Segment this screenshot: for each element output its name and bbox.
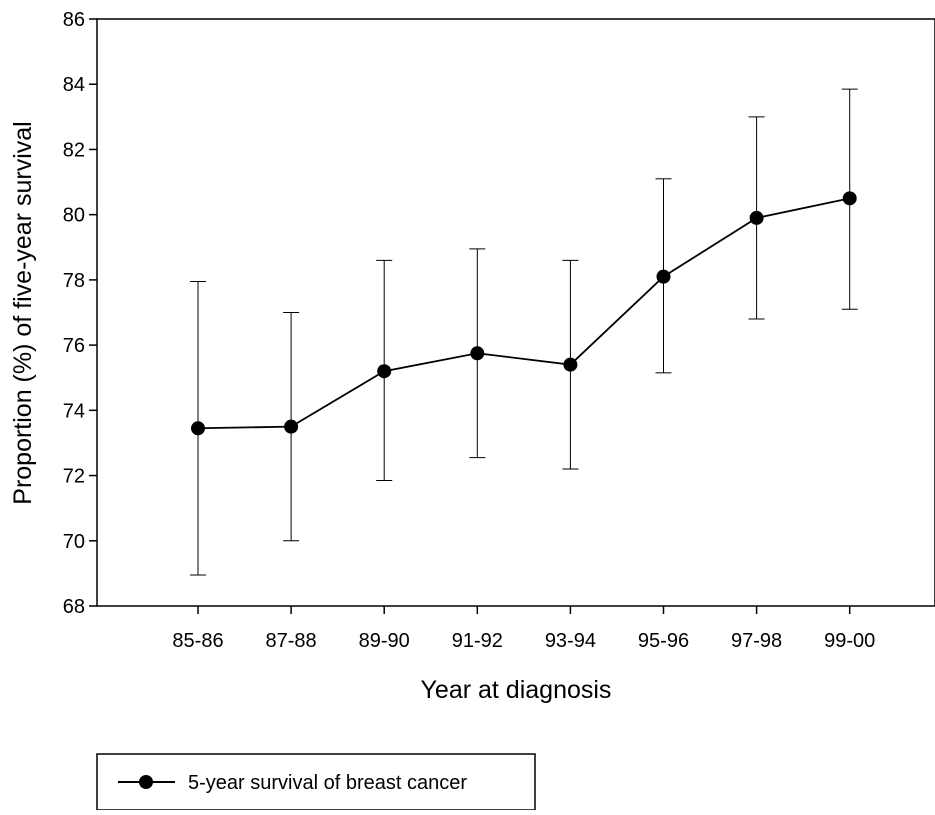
plot-area <box>96 18 935 607</box>
x-tick-label: 95-96 <box>638 630 689 652</box>
x-tick-label: 85-86 <box>172 630 223 652</box>
y-tick-label: 78 <box>63 270 85 292</box>
series-lines <box>197 197 850 430</box>
data-point <box>656 269 671 284</box>
legend-marker <box>139 775 153 789</box>
x-tick-label: 91-92 <box>452 630 503 652</box>
y-axis-title: Proportion (%) of five-year survival <box>9 121 37 504</box>
x-axis-title: Year at diagnosis <box>421 676 612 704</box>
data-point <box>470 346 485 361</box>
y-tick-label: 68 <box>63 596 85 618</box>
data-point <box>284 419 299 434</box>
y-tick-label: 82 <box>63 139 85 161</box>
y-tick-label: 84 <box>63 74 85 96</box>
x-tick-label: 93-94 <box>545 630 596 652</box>
data-point <box>749 210 764 225</box>
error-bars <box>190 88 858 576</box>
y-tick-label: 74 <box>63 400 85 422</box>
y-tick-label: 72 <box>63 466 85 488</box>
series-points <box>191 191 857 436</box>
legend: 5-year survival of breast cancer <box>96 753 536 811</box>
x-tick-label: 87-88 <box>266 630 317 652</box>
data-point <box>563 357 578 372</box>
x-tick-label: 99-00 <box>824 630 875 652</box>
x-axis: 85-86 87-88 89-90 91-92 93-94 95-96 97-98 99-00 <box>172 606 875 652</box>
y-tick-label: 76 <box>63 335 85 357</box>
series-line <box>197 197 850 430</box>
x-tick-label: 97-98 <box>731 630 782 652</box>
data-point <box>377 364 392 379</box>
y-tick-label: 80 <box>63 205 85 227</box>
data-point <box>191 421 205 436</box>
y-tick-label: 70 <box>63 531 85 553</box>
y-axis: 68 70 72 74 76 78 80 82 84 86 <box>63 9 97 618</box>
x-tick-label: 89-90 <box>359 630 410 652</box>
y-tick-label: 86 <box>63 9 85 31</box>
legend-label: 5-year survival of breast cancer <box>188 772 467 794</box>
data-point <box>842 191 857 206</box>
